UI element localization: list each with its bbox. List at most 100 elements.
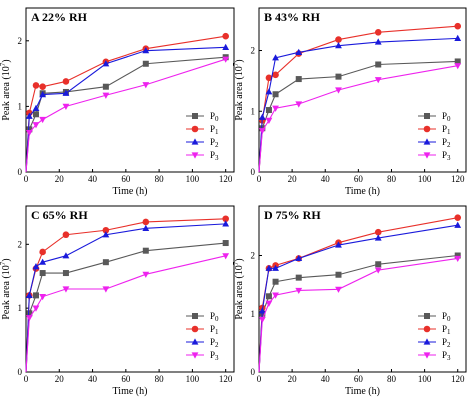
y-axis-title: Peak area (107) bbox=[232, 258, 245, 319]
y-tick-label: 0 bbox=[18, 167, 23, 177]
x-tick-label: 40 bbox=[321, 374, 331, 384]
data-point bbox=[142, 247, 149, 254]
data-point bbox=[265, 264, 273, 271]
data-point bbox=[258, 128, 266, 135]
series-p1 bbox=[258, 214, 462, 373]
data-point bbox=[272, 54, 279, 61]
y-tick-label: 1 bbox=[251, 309, 256, 319]
series-line bbox=[258, 257, 458, 373]
series-p2 bbox=[25, 43, 230, 173]
data-point bbox=[272, 71, 279, 79]
series-line bbox=[25, 218, 226, 373]
data-point bbox=[295, 48, 303, 55]
x-tick-label: 80 bbox=[387, 174, 397, 184]
data-point bbox=[102, 92, 110, 99]
data-point bbox=[62, 78, 70, 85]
legend-marker bbox=[192, 313, 198, 319]
data-point bbox=[222, 240, 229, 247]
y-tick-label: 2 bbox=[251, 251, 256, 261]
legend-marker bbox=[191, 152, 199, 159]
legend-marker bbox=[423, 352, 431, 359]
data-point bbox=[32, 104, 40, 111]
y-tick-label: 1 bbox=[251, 106, 256, 116]
legend-label: P1 bbox=[210, 324, 219, 336]
data-point bbox=[454, 22, 462, 30]
data-point bbox=[335, 36, 342, 43]
legend-marker bbox=[192, 113, 198, 119]
series-line bbox=[258, 37, 458, 173]
series-p1 bbox=[25, 32, 229, 173]
data-point bbox=[295, 287, 303, 295]
data-point bbox=[62, 286, 70, 293]
data-point bbox=[335, 73, 342, 80]
data-point bbox=[102, 286, 110, 293]
data-point bbox=[62, 89, 70, 96]
x-tick-label: 0 bbox=[257, 374, 262, 384]
legend-marker bbox=[191, 125, 199, 133]
data-point bbox=[39, 90, 47, 98]
data-point bbox=[142, 82, 150, 89]
series-p2 bbox=[258, 34, 462, 173]
data-point bbox=[454, 34, 462, 41]
legend-label: P1 bbox=[442, 124, 451, 136]
x-tick-label: 40 bbox=[88, 174, 98, 184]
data-point bbox=[374, 77, 382, 84]
data-point bbox=[265, 88, 273, 95]
data-point bbox=[335, 87, 342, 94]
legend-label: P1 bbox=[442, 324, 451, 336]
legend-marker bbox=[424, 313, 430, 319]
data-point bbox=[222, 56, 230, 63]
data-point bbox=[295, 254, 303, 262]
data-point bbox=[272, 91, 279, 98]
data-point bbox=[222, 32, 229, 40]
series-p1 bbox=[258, 22, 462, 173]
x-tick-label: 60 bbox=[121, 374, 131, 384]
data-point bbox=[454, 63, 462, 70]
legend-marker bbox=[423, 338, 431, 345]
data-point bbox=[374, 234, 382, 241]
data-point bbox=[142, 47, 150, 54]
x-tick-label: 120 bbox=[451, 374, 465, 384]
legend-label: P0 bbox=[210, 311, 219, 323]
data-point bbox=[39, 258, 47, 265]
series-p2 bbox=[25, 220, 230, 373]
data-point bbox=[102, 60, 110, 67]
data-point bbox=[454, 58, 461, 65]
plot-frame bbox=[25, 7, 235, 173]
data-point bbox=[62, 270, 69, 277]
series-p3 bbox=[258, 255, 462, 373]
x-tick-label: 120 bbox=[451, 174, 465, 184]
data-point bbox=[142, 224, 150, 231]
x-tick-label: 0 bbox=[24, 374, 29, 384]
y-axis-title: Peak area (107) bbox=[0, 258, 12, 319]
data-point bbox=[375, 61, 382, 68]
data-point bbox=[25, 112, 33, 119]
panel-a: A 22% RH 0 20 40 60 80 100 120 0 1 2 Time (h) Peak a… bbox=[0, 7, 235, 197]
legend-label: P3 bbox=[442, 150, 451, 162]
data-point bbox=[335, 286, 342, 293]
plot-frame bbox=[258, 205, 467, 373]
data-point bbox=[102, 231, 110, 238]
x-tick-label: 0 bbox=[257, 174, 262, 184]
x-tick-label: 20 bbox=[55, 174, 65, 184]
data-point bbox=[62, 231, 70, 239]
legend-marker bbox=[191, 352, 199, 359]
legend-marker bbox=[423, 138, 431, 145]
legend-label: P3 bbox=[210, 350, 219, 362]
legend-marker bbox=[423, 125, 431, 133]
data-point bbox=[102, 226, 110, 234]
y-tick-label: 2 bbox=[18, 36, 23, 46]
y-tick-label: 1 bbox=[18, 101, 23, 111]
x-tick-label: 100 bbox=[418, 374, 432, 384]
series-p3 bbox=[25, 56, 230, 173]
data-point bbox=[374, 38, 382, 45]
data-point bbox=[142, 218, 150, 226]
panel-b: B 43% RH 0 20 40 60 80 100 120 0 1 2 Time (h) Peak a… bbox=[232, 7, 467, 197]
data-point bbox=[142, 271, 150, 278]
data-point bbox=[32, 263, 40, 270]
legend-marker bbox=[423, 152, 431, 159]
